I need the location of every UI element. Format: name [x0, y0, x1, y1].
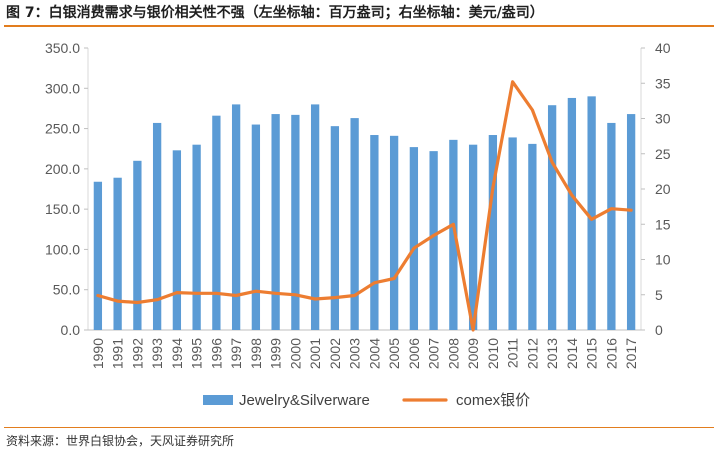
y-left-tick-label: 50.0: [53, 282, 80, 298]
y-right-tick-label: 40: [655, 40, 671, 56]
bar: [528, 143, 537, 330]
x-tick-label: 1991: [110, 338, 126, 369]
x-tick-label: 2013: [544, 338, 560, 369]
x-tick-label: 2012: [524, 338, 540, 369]
y-left-tick-label: 150.0: [45, 201, 80, 217]
source-note: 资料来源：世界白银协会，天风证券研究所: [6, 434, 235, 448]
y-right-tick-label: 35: [655, 75, 671, 91]
bar: [389, 135, 399, 330]
x-tick-label: 2007: [426, 338, 442, 369]
x-tick-label: 2014: [564, 338, 580, 369]
bar: [587, 96, 596, 330]
bar: [370, 135, 379, 330]
x-tick-label: 2005: [386, 338, 402, 369]
bar: [449, 139, 458, 330]
x-tick-label: 2009: [465, 338, 481, 369]
x-tick-label: 1994: [169, 338, 185, 369]
bar: [93, 181, 103, 330]
x-tick-label: 2000: [287, 338, 303, 369]
x-tick-label: 2016: [603, 338, 619, 369]
bar: [547, 105, 557, 330]
x-tick-label: 1996: [208, 338, 224, 369]
x-tick-label: 2010: [485, 338, 501, 369]
bar: [133, 160, 142, 330]
y-left-tick-label: 250.0: [45, 121, 80, 137]
x-tick-label: 2008: [445, 338, 461, 369]
x-tick-label: 2004: [366, 338, 382, 369]
bar: [212, 115, 221, 331]
y-right-tick-label: 25: [655, 146, 671, 162]
x-tick-label: 1997: [228, 338, 244, 369]
legend-label-line: comex银价: [456, 392, 530, 409]
y-left-tick-label: 350.0: [45, 40, 80, 56]
x-tick-label: 2002: [327, 338, 343, 369]
bar: [231, 104, 241, 331]
x-tick-label: 1990: [90, 338, 106, 369]
x-tick-label: 2015: [584, 338, 600, 369]
y-right-tick-label: 20: [655, 181, 671, 197]
bar: [429, 151, 438, 330]
x-tick-label: 1993: [149, 338, 165, 369]
bar: [409, 147, 419, 330]
bar: [626, 114, 636, 330]
y-right-tick-label: 15: [655, 216, 671, 232]
bar: [607, 122, 616, 330]
legend-swatch-bar: [203, 395, 233, 405]
bar: [271, 114, 280, 330]
x-tick-label: 1999: [268, 338, 284, 369]
y-right-tick-label: 10: [655, 252, 671, 268]
x-tick-label: 2017: [623, 338, 639, 369]
legend-label-bar: Jewelry&Silverware: [239, 392, 370, 409]
bar: [508, 137, 517, 330]
y-left-tick-label: 300.0: [45, 80, 80, 96]
bar: [468, 144, 478, 330]
x-tick-label: 2003: [347, 338, 363, 369]
y-left-tick-label: 200.0: [45, 161, 80, 177]
y-left-tick-label: 0.0: [61, 322, 81, 338]
bar: [251, 124, 261, 331]
chart-title: 图 7：白银消费需求与银价相关性不强（左坐标轴：百万盎司；右坐标轴：美元/盎司）: [6, 5, 544, 21]
bar: [310, 104, 320, 331]
footer-divider: [4, 427, 714, 428]
x-tick-label: 1998: [248, 338, 264, 369]
y-right-tick-label: 0: [655, 322, 663, 338]
y-right-tick-label: 30: [655, 111, 671, 127]
bar: [192, 144, 201, 330]
bar: [152, 122, 162, 330]
y-left-tick-label: 100.0: [45, 241, 80, 257]
bar: [567, 97, 577, 330]
x-tick-label: 2001: [307, 338, 323, 369]
bar: [172, 150, 182, 330]
bar: [291, 114, 300, 330]
y-right-tick-label: 5: [655, 287, 663, 303]
bar: [488, 135, 498, 330]
x-tick-label: 1995: [189, 338, 205, 369]
bar: [330, 126, 340, 330]
x-tick-label: 2006: [406, 338, 422, 369]
series-line-comex: [96, 80, 633, 332]
bar: [350, 118, 359, 331]
x-tick-label: 1992: [129, 338, 145, 369]
x-tick-label: 2011: [505, 338, 521, 368]
title-divider: [4, 25, 714, 27]
bar: [113, 177, 122, 330]
